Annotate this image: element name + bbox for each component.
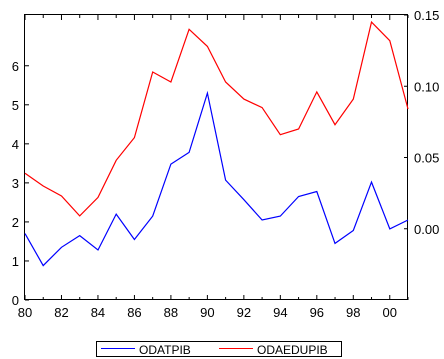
right-tick-label: 0.10 xyxy=(414,79,439,94)
x-tick-label: 98 xyxy=(346,305,360,320)
x-tick-label: 86 xyxy=(127,305,141,320)
left-tick-label: 1 xyxy=(12,254,19,269)
left-tick-label: 3 xyxy=(12,176,19,191)
legend-label-odatpib: ODATPIB xyxy=(139,342,191,357)
left-tick-label: 4 xyxy=(12,137,19,152)
x-tick-label: 94 xyxy=(273,305,287,320)
legend-swatch-odaedupib xyxy=(219,348,253,350)
legend-item-odatpib: ODATPIB xyxy=(97,342,191,357)
legend-swatch-odatpib xyxy=(101,348,135,350)
left-tick-label: 6 xyxy=(12,59,19,74)
x-tick-label: 00 xyxy=(383,305,397,320)
x-tick-label: 84 xyxy=(91,305,105,320)
x-tick-label: 80 xyxy=(18,305,32,320)
right-axis: 0.00 0.05 0.10 0.15 xyxy=(404,8,439,237)
legend-label-odaedupib: ODAEDUPIB xyxy=(257,342,328,357)
x-axis: 80 82 84 86 88 90 92 94 96 98 00 xyxy=(18,15,409,320)
series-lines xyxy=(24,20,409,267)
x-tick-label: 96 xyxy=(310,305,324,320)
left-axis: 0 1 2 3 4 5 6 xyxy=(12,59,29,308)
series-line-odatpib xyxy=(24,90,409,267)
right-tick-label: 0.05 xyxy=(414,151,439,166)
x-tick-label: 88 xyxy=(164,305,178,320)
right-tick-label: 0.00 xyxy=(414,222,439,237)
left-tick-label: 5 xyxy=(12,98,19,113)
plot-area-frame xyxy=(24,14,408,300)
x-tick-label: 90 xyxy=(200,305,214,320)
right-tick-label: 0.15 xyxy=(414,8,439,23)
x-tick-label: 82 xyxy=(54,305,68,320)
x-tick-label: 92 xyxy=(237,305,251,320)
left-tick-label: 2 xyxy=(12,215,19,230)
left-tick-label: 0 xyxy=(12,293,19,308)
legend-item-odaedupib: ODAEDUPIB xyxy=(215,342,328,357)
legend: ODATPIB ODAEDUPIB xyxy=(96,341,342,357)
series-line-odaedupib xyxy=(24,20,409,217)
